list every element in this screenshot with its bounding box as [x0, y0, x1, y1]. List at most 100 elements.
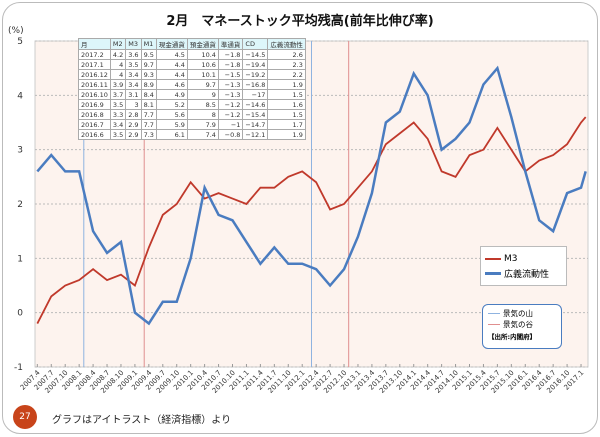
table-row: 2016.6 3.5 2.9 7.3 6.1 7.4 −0.8 −12.1 1.9: [78, 129, 306, 140]
table-cell: 8.4: [140, 89, 157, 100]
table-row: 2016.7 3.4 2.9 7.7 5.9 7.9 −1 −14.7 1.7: [78, 119, 306, 130]
table-cell: 2016.8: [78, 109, 111, 120]
table-cell: 4.4: [155, 59, 188, 70]
table-cell: 4.2: [109, 49, 127, 60]
table-header: M2: [109, 38, 127, 50]
table-cell: 3.4: [109, 119, 127, 130]
table-cell: 2.9: [125, 119, 142, 130]
table-cell: 2016.7: [78, 119, 111, 130]
table-cell: 1.9: [267, 129, 306, 140]
table-cell: 9.7: [186, 79, 219, 90]
data-table: 月 M2 M3 M1 現金通貨 預金通貨 準通貨 CD 広義流動性 2017.2 4.2 3.6 9.5…: [78, 38, 306, 140]
table-cell: 10.1: [186, 69, 219, 80]
source-note: 【出所:内閣府】: [488, 332, 537, 341]
legend-item-trough: 景気の谷: [488, 319, 556, 330]
table-cell: −1.5: [217, 69, 244, 80]
table-row: 2017.1 4 3.5 9.7 4.4 10.6 −1.8 −19.4 2.3: [78, 59, 306, 70]
legend: M3 広義流動性: [480, 246, 567, 286]
table-cell: 9.7: [140, 59, 157, 70]
table-cell: 3: [125, 99, 142, 110]
legend-label: 景気の谷: [503, 320, 533, 329]
y-tick-label: 4: [17, 91, 23, 101]
table-cell: −14.7: [242, 119, 269, 130]
table-header: 準通貨: [217, 38, 244, 50]
legend-item-m3: M3: [485, 251, 562, 266]
table-cell: 3.5: [125, 59, 142, 70]
table-row: 2016.12 4 3.4 9.3 4.4 10.1 −1.5 −19.2 2.2: [78, 69, 306, 80]
table-cell: −1: [217, 119, 244, 130]
table-cell: 7.7: [140, 109, 157, 120]
table-cell: −19.4: [242, 59, 269, 70]
table-cell: 9.3: [140, 69, 157, 80]
y-tick-label: 3: [17, 146, 23, 156]
table-cell: 2017.1: [78, 59, 111, 70]
table-cell: 1.5: [267, 89, 306, 100]
table-cell: −1.2: [217, 99, 244, 110]
table-cell: −17: [242, 89, 269, 100]
footer-note: グラフはアイトラスト（経済指標）より: [52, 415, 232, 426]
table-row: 2016.9 3.5 3 8.1 5.2 8.5 −1.2 −14.6 1.6: [78, 99, 306, 110]
table-cell: −0.8: [217, 129, 244, 140]
legend-item-peak: 景気の山: [488, 308, 556, 319]
table-cell: 2.9: [125, 129, 142, 140]
table-cell: −1.2: [217, 109, 244, 120]
table-cell: 3.6: [125, 49, 142, 60]
table-header: 現金通貨: [155, 38, 188, 50]
table-header: M1: [140, 38, 157, 50]
table-cell: 8.9: [140, 79, 157, 90]
table-cell: −14.5: [242, 49, 269, 60]
table-cell: 2.3: [267, 59, 306, 70]
table-cell: 6.1: [155, 129, 188, 140]
table-cell: 4: [109, 59, 127, 70]
legend-label: M3: [504, 253, 518, 264]
series-line-m3: [36, 116, 587, 324]
table-cell: 1.6: [267, 99, 306, 110]
table-cell: 3.3: [109, 109, 127, 120]
table-cell: 8: [186, 109, 219, 120]
table-cell: 4.4: [155, 69, 188, 80]
table-cell: 7.4: [186, 129, 219, 140]
table-row: 2016.11 3.9 3.4 8.9 4.6 9.7 −1.3 −16.8 1.9: [78, 79, 306, 90]
table-cell: 2.6: [267, 49, 306, 60]
chart-title: 2月 マネーストック平均残高(前年比伸び率): [166, 14, 434, 29]
table-cell: −1.3: [217, 79, 244, 90]
y-tick-label: -1: [14, 363, 23, 373]
table-cell: −1.8: [217, 49, 244, 60]
table-cell: 3.1: [125, 89, 142, 100]
table-cell: −19.2: [242, 69, 269, 80]
marker-legend: 景気の山 景気の谷 【出所:内閣府】: [482, 304, 562, 349]
y-tick-label: 2: [17, 200, 23, 210]
table-cell: 2.8: [125, 109, 142, 120]
table-row: 2016.10 3.7 3.1 8.4 4.9 9 −1.3 −17 1.5: [78, 89, 306, 100]
legend-swatch: [488, 324, 500, 325]
page-number-badge: 27: [13, 405, 37, 429]
table-row: 2017.2 4.2 3.6 9.5 4.5 10.4 −1.8 −14.5 2.6: [78, 49, 306, 60]
table-header: 広義流動性: [267, 38, 306, 50]
legend-swatch: [485, 257, 501, 260]
table-cell: 9: [186, 89, 219, 100]
table-header: 月: [78, 38, 111, 50]
legend-label: 広義流動性: [504, 270, 550, 280]
table-cell: −1.3: [217, 89, 244, 100]
table-cell: 4.6: [155, 79, 188, 90]
table-cell: 1.5: [267, 109, 306, 120]
table-cell: 1.9: [267, 79, 306, 90]
table-header: CD: [242, 38, 269, 50]
table-cell: 1.7: [267, 119, 306, 130]
y-tick-label: 5: [17, 37, 23, 47]
table-cell: −1.8: [217, 59, 244, 70]
table-cell: −16.8: [242, 79, 269, 90]
table-cell: 2016.12: [78, 69, 111, 80]
table-cell: 5.2: [155, 99, 188, 110]
table-cell: 3.4: [125, 69, 142, 80]
legend-swatch: [485, 272, 501, 275]
table-header: M3: [125, 38, 142, 50]
legend-item-liquidity: 広義流動性: [485, 266, 562, 281]
y-tick-label: 0: [17, 309, 23, 319]
table-cell: −14.6: [242, 99, 269, 110]
table-cell: 2017.2: [78, 49, 111, 60]
table-cell: 5.6: [155, 109, 188, 120]
series-line-broad-liquidity: [36, 65, 587, 326]
table-cell: 8.5: [186, 99, 219, 110]
